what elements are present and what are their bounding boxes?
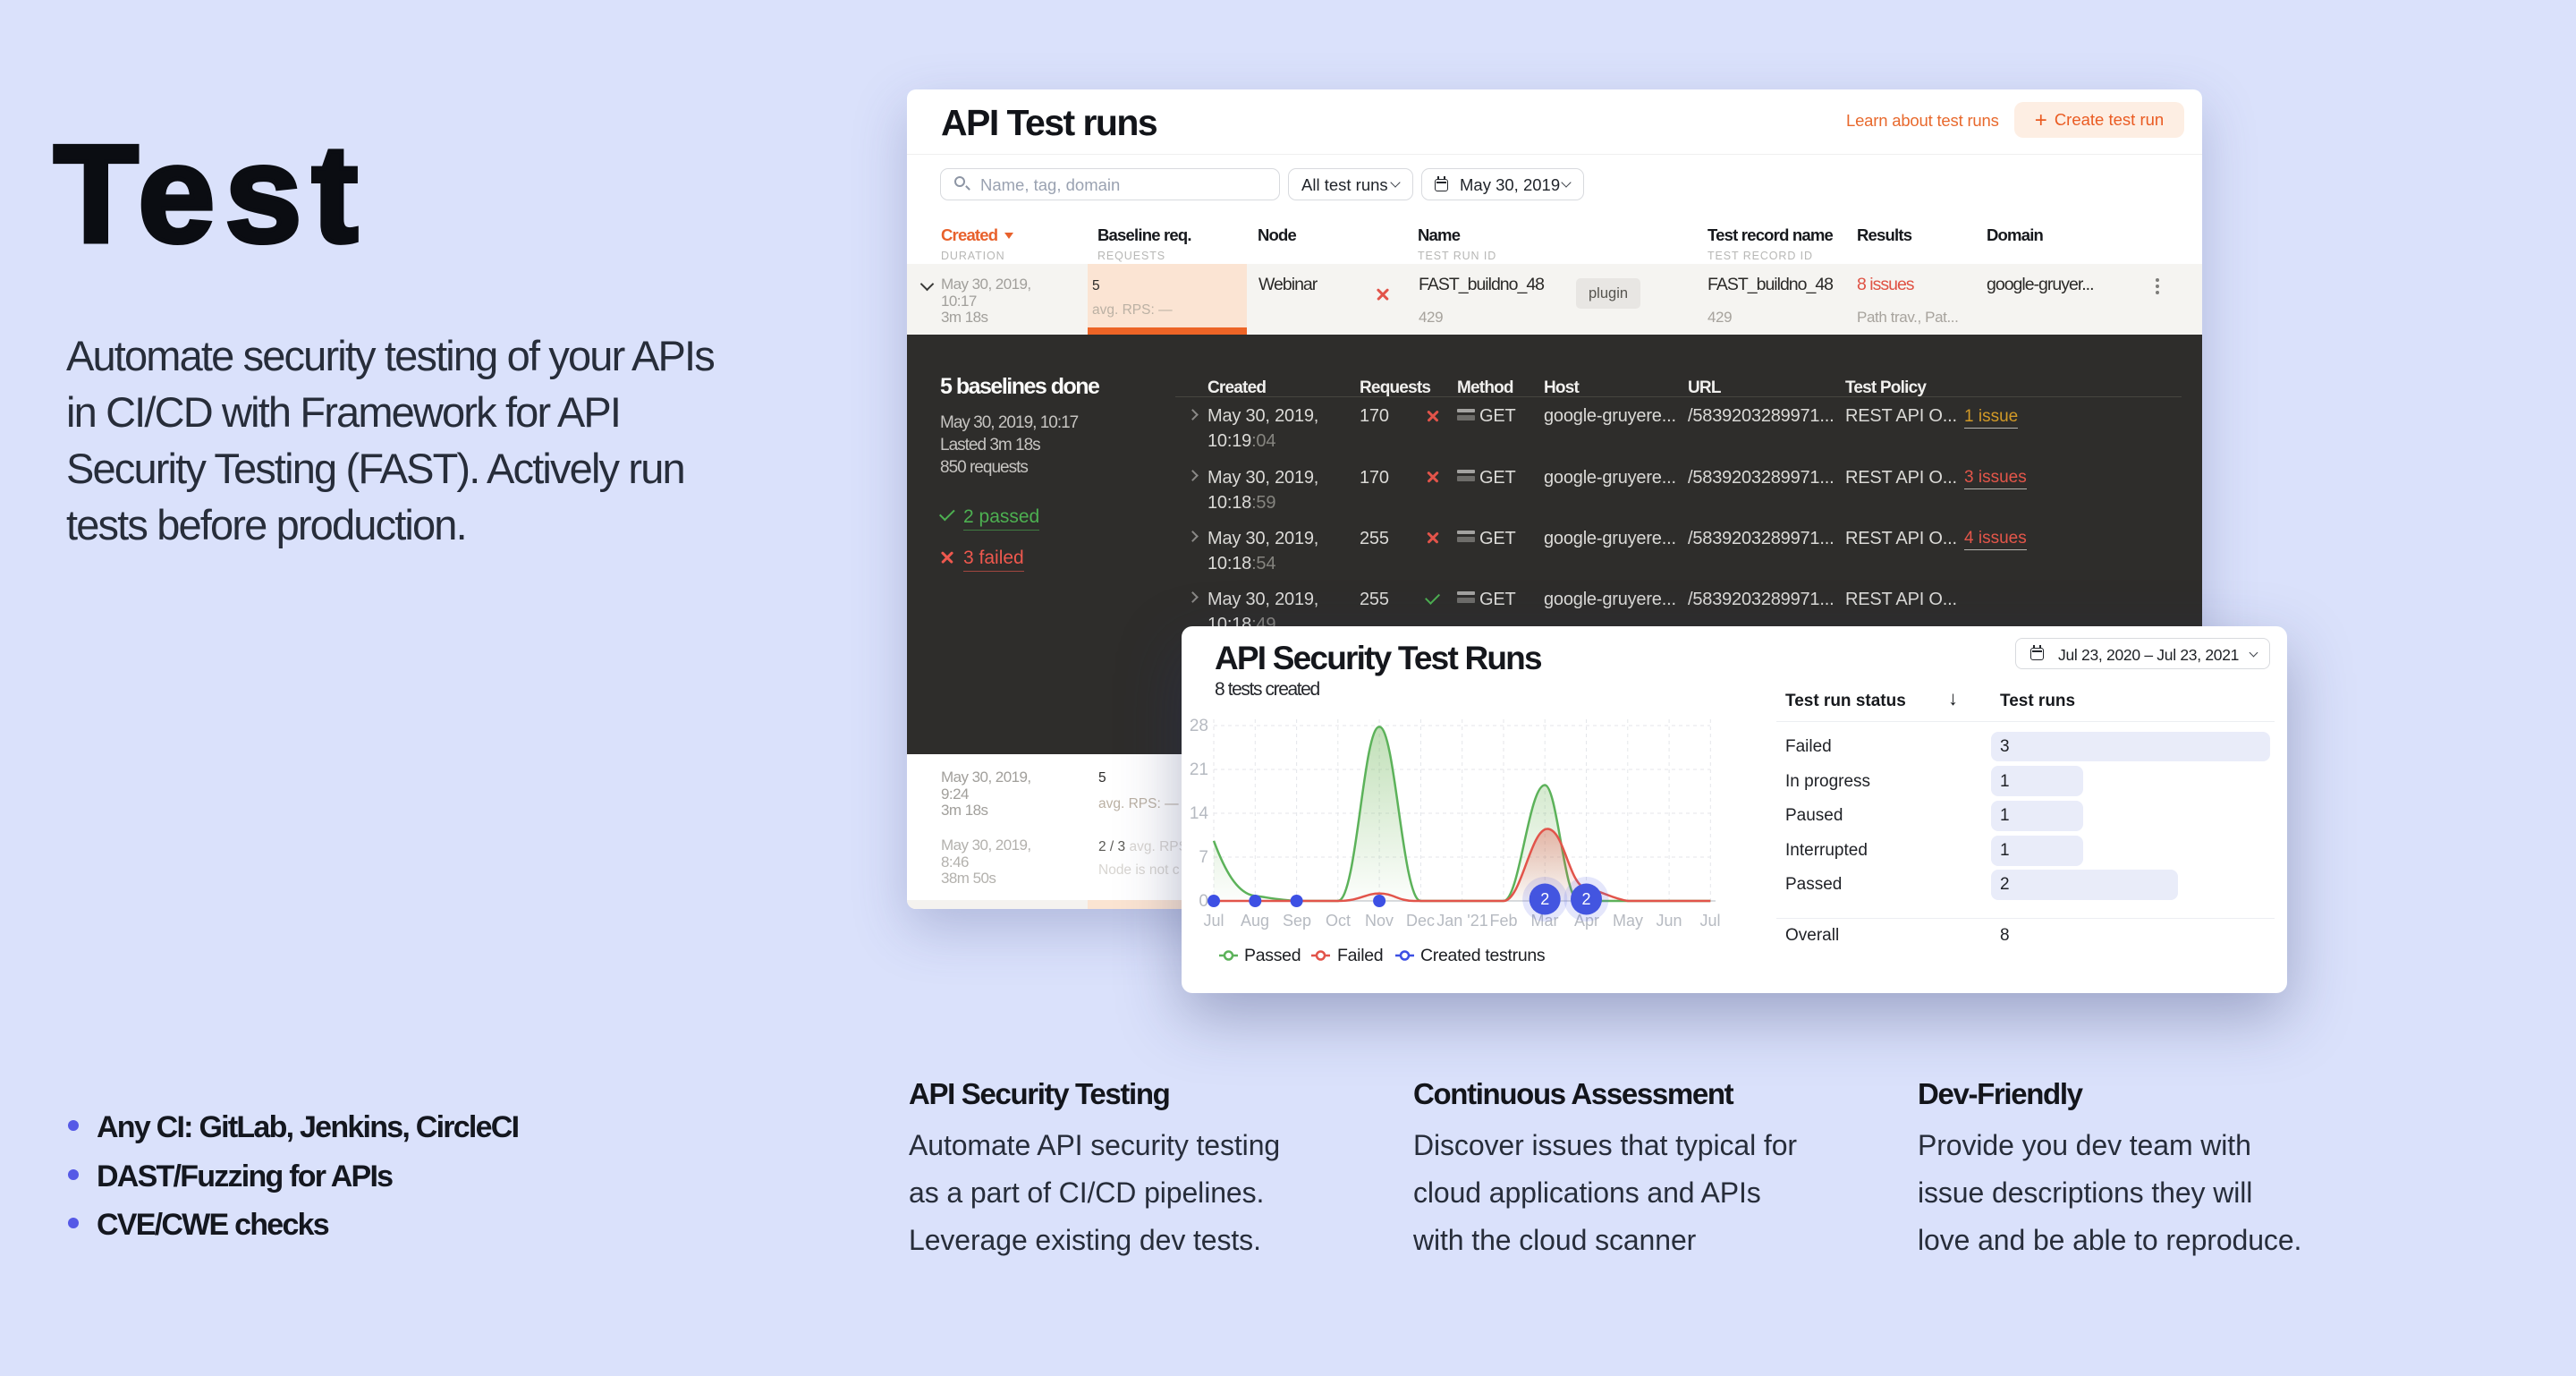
svg-text:Dec: Dec [1406, 912, 1435, 930]
svg-text:Sep: Sep [1283, 912, 1311, 930]
svg-text:Jun: Jun [1656, 912, 1682, 930]
svg-text:2: 2 [1581, 890, 1590, 908]
svg-text:0: 0 [1199, 892, 1208, 911]
svg-text:Jul: Jul [1203, 912, 1224, 930]
svg-text:2: 2 [1540, 890, 1549, 908]
svg-text:May: May [1613, 912, 1643, 930]
svg-text:Feb: Feb [1489, 912, 1517, 930]
svg-text:Aug: Aug [1241, 912, 1269, 930]
svg-text:21: 21 [1190, 760, 1208, 779]
svg-text:Jan '21: Jan '21 [1436, 912, 1487, 930]
svg-text:Oct: Oct [1326, 912, 1351, 930]
svg-text:Jul: Jul [1699, 912, 1720, 930]
svg-text:14: 14 [1190, 804, 1209, 823]
svg-text:Nov: Nov [1365, 912, 1394, 930]
svg-text:7: 7 [1199, 848, 1208, 867]
svg-text:28: 28 [1190, 717, 1208, 735]
svg-text:Mar: Mar [1531, 912, 1559, 930]
svg-text:Apr: Apr [1574, 912, 1599, 930]
